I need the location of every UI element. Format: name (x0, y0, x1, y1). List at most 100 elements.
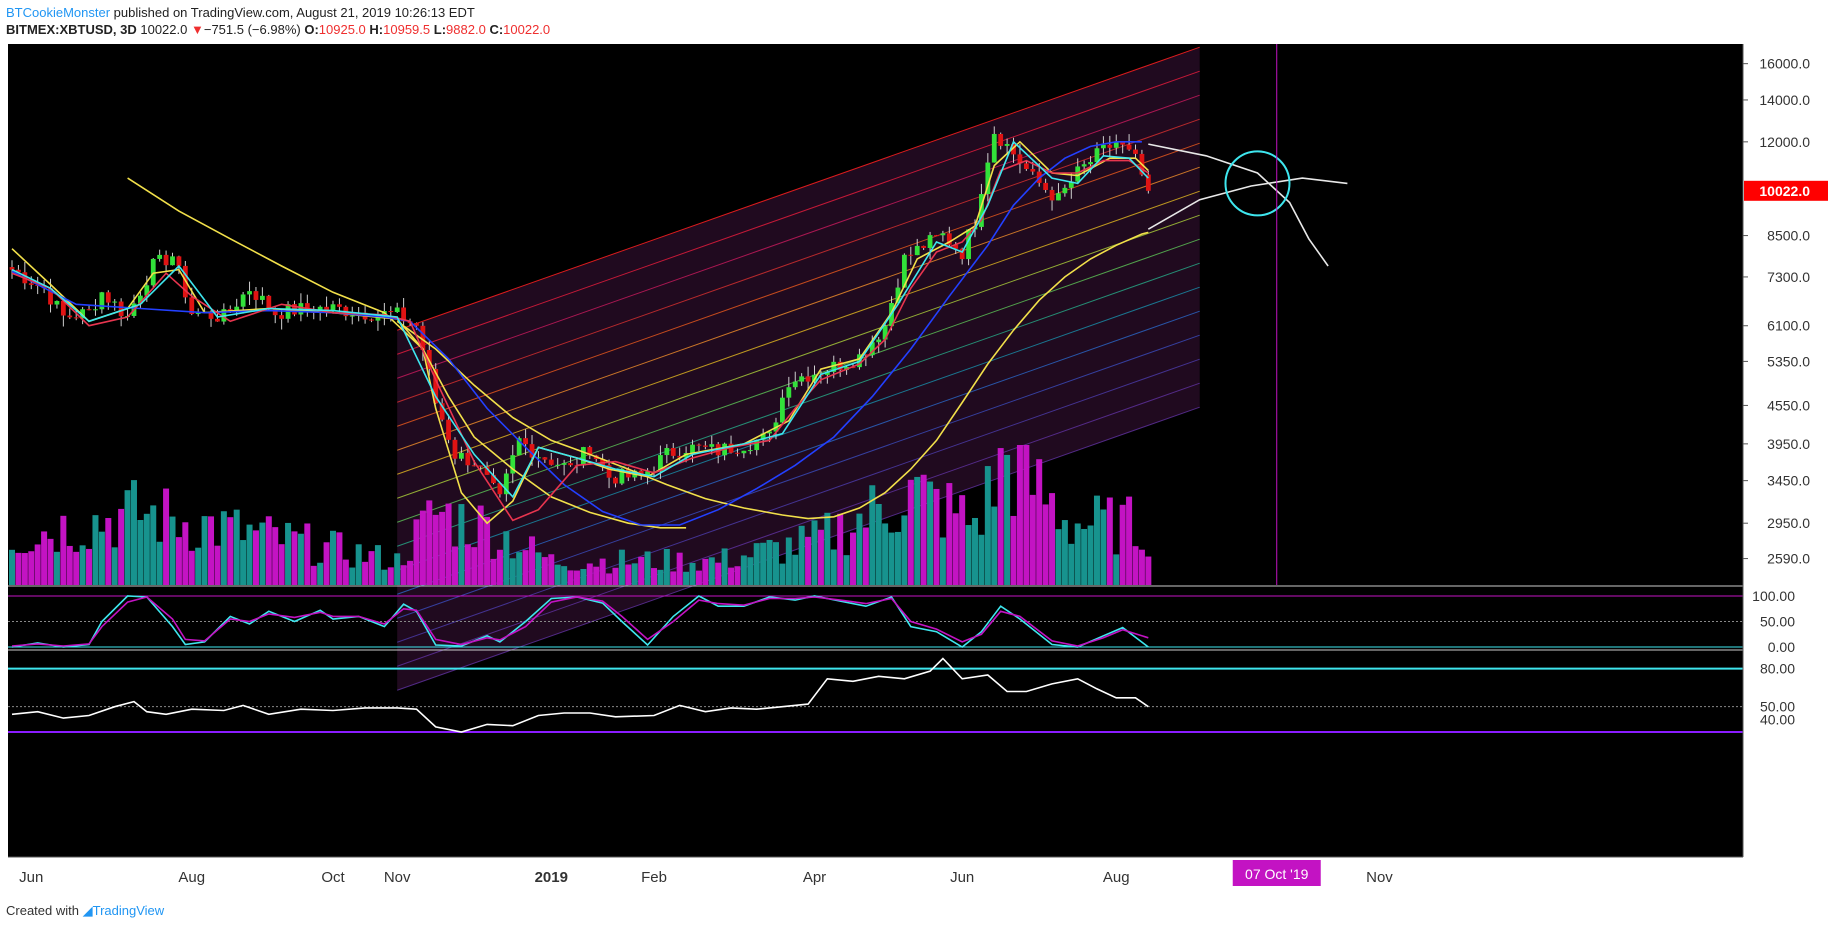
candle-bear (638, 470, 644, 476)
candle-bull (658, 455, 663, 472)
volume-bar (220, 511, 227, 585)
volume-bar (760, 542, 767, 585)
volume-bar (323, 542, 330, 585)
volume-bar (1100, 509, 1107, 585)
volume-bar (130, 480, 137, 585)
volume-bar (143, 513, 150, 585)
candle-bull (645, 471, 650, 476)
candle-bull (709, 444, 715, 447)
volume-bar (419, 510, 426, 585)
candle-bear (587, 447, 593, 456)
volume-bar (387, 567, 394, 585)
candle-bear (1043, 182, 1049, 190)
candle-bear (1049, 189, 1055, 201)
candle-bull (1062, 187, 1068, 194)
volume-bar (586, 563, 593, 585)
volume-bar (451, 546, 458, 585)
stoch-line (11, 595, 1149, 648)
volume-bar (837, 513, 844, 585)
candle-bull (157, 254, 163, 259)
ma-line (396, 231, 1149, 520)
candle-bear (1145, 174, 1151, 191)
candle-bear (1017, 154, 1023, 164)
candle-bull (780, 397, 785, 423)
volume-bar (304, 523, 311, 585)
volume-bar (272, 527, 279, 585)
volume-bar (92, 515, 99, 585)
price-tick-label: 14000.0 (1759, 92, 1810, 108)
volume-bar (991, 506, 998, 585)
candle-bull (1068, 181, 1074, 188)
candle-bull (394, 307, 400, 313)
tradingview-link[interactable]: TradingView (92, 903, 165, 918)
volume-bar (137, 520, 144, 585)
candle-bear (73, 317, 79, 319)
volume-bar (657, 569, 664, 585)
candle-bull (555, 464, 561, 466)
volume-bar (477, 505, 484, 585)
volume-bar (894, 531, 901, 585)
published-text: published on TradingView.com, August 21,… (113, 5, 475, 20)
volume-bar (233, 509, 240, 585)
candle-bull (1101, 144, 1106, 149)
candle-bear (9, 267, 15, 270)
candle-bull (561, 463, 567, 465)
rsi-tick-label: 50.00 (1760, 699, 1795, 715)
author-link[interactable]: BTCookieMonster (6, 5, 111, 20)
volume-bar (503, 531, 510, 585)
volume-bar (965, 525, 972, 585)
volume-bar (47, 538, 54, 585)
date-marker-badge (1232, 860, 1321, 886)
volume-bar (41, 531, 48, 585)
volume-bar (432, 514, 439, 585)
open-value: 10925.0 (318, 22, 366, 37)
channel-line (397, 358, 1200, 643)
volume-bar (772, 542, 779, 585)
ma-line (11, 140, 1149, 499)
regression-channel (397, 46, 1200, 691)
candle-bear (1107, 144, 1113, 148)
ma-line (127, 177, 687, 529)
volume-bar (888, 532, 895, 585)
volume-bar (1023, 445, 1030, 585)
price-axis-background (1743, 44, 1828, 857)
time-tick-label: Oct (321, 869, 345, 886)
volume-bar (445, 503, 452, 585)
volume-bar (753, 543, 760, 585)
rsi-tick-label: 40.00 (1760, 711, 1795, 727)
volume-bar (734, 566, 741, 585)
candle-bull (792, 381, 798, 388)
volume-bar (561, 566, 568, 585)
volume-bar (471, 547, 478, 585)
candle-bull (150, 258, 156, 286)
volume-bar (175, 537, 182, 585)
moving-averages (11, 140, 1149, 529)
volume-bar (1087, 525, 1094, 585)
volume-bar (644, 551, 651, 585)
time-tick-label: 2019 (535, 869, 568, 886)
time-axis[interactable]: Jun Aug Oct Nov 2019 Feb Apr Jun Aug Nov 07 Oct '1… (8, 856, 1743, 897)
price-tick-label: 8500.0 (1767, 228, 1810, 244)
candle-bear (401, 307, 407, 322)
candle-bull (349, 315, 355, 317)
channel-line (397, 94, 1200, 379)
volume-bar (509, 558, 516, 585)
candle-bull (1088, 162, 1093, 165)
volume-bar (869, 485, 876, 585)
volume-bar (310, 565, 317, 585)
volume-bar (1042, 504, 1049, 585)
volume-bar (959, 495, 966, 585)
price-chart[interactable]: 16000.0 14000.0 12000.0 10022.0 8500.0 7300.0… (0, 44, 1828, 897)
candle-bear (304, 303, 310, 309)
price-axis[interactable]: 16000.0 14000.0 12000.0 10022.0 8500.0 7300.0… (1742, 44, 1828, 857)
publish-line: BTCookieMonster published on TradingView… (6, 5, 475, 20)
volume-bar (740, 555, 747, 585)
volume-bar (1010, 515, 1017, 585)
candle-bear (337, 304, 342, 307)
volume-bar (862, 527, 869, 585)
volume-bar (484, 516, 491, 585)
time-tick-label: Nov (384, 869, 411, 886)
chart-header: BTCookieMonster published on TradingView… (0, 0, 1828, 44)
candle-bear (1011, 144, 1016, 155)
volume-bar (631, 563, 638, 585)
